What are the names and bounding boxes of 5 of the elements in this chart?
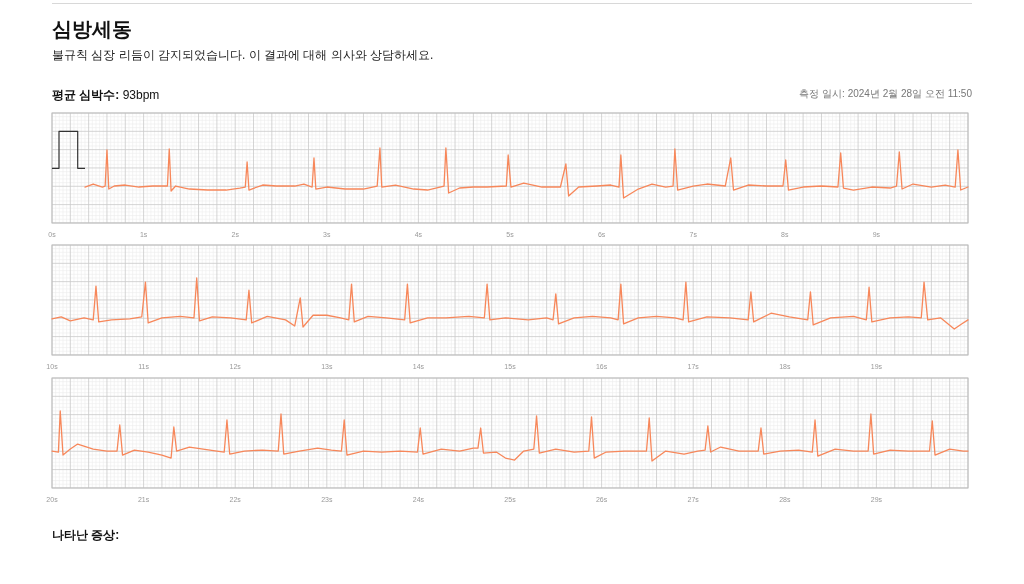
text: 평균 심박수: 93bpm [52, 88, 160, 102]
text: 나타난 증상: [52, 528, 120, 542]
text: 측정 일시: 2024년 2월 28일 오전 11:50 [799, 88, 973, 99]
chart-subtitle: 불규칙 심장 리듬이 감지되었습니다. 이 결과에 대해 의사와 상담하세요. [52, 48, 434, 62]
chart-title: 심방세동 [52, 18, 132, 40]
